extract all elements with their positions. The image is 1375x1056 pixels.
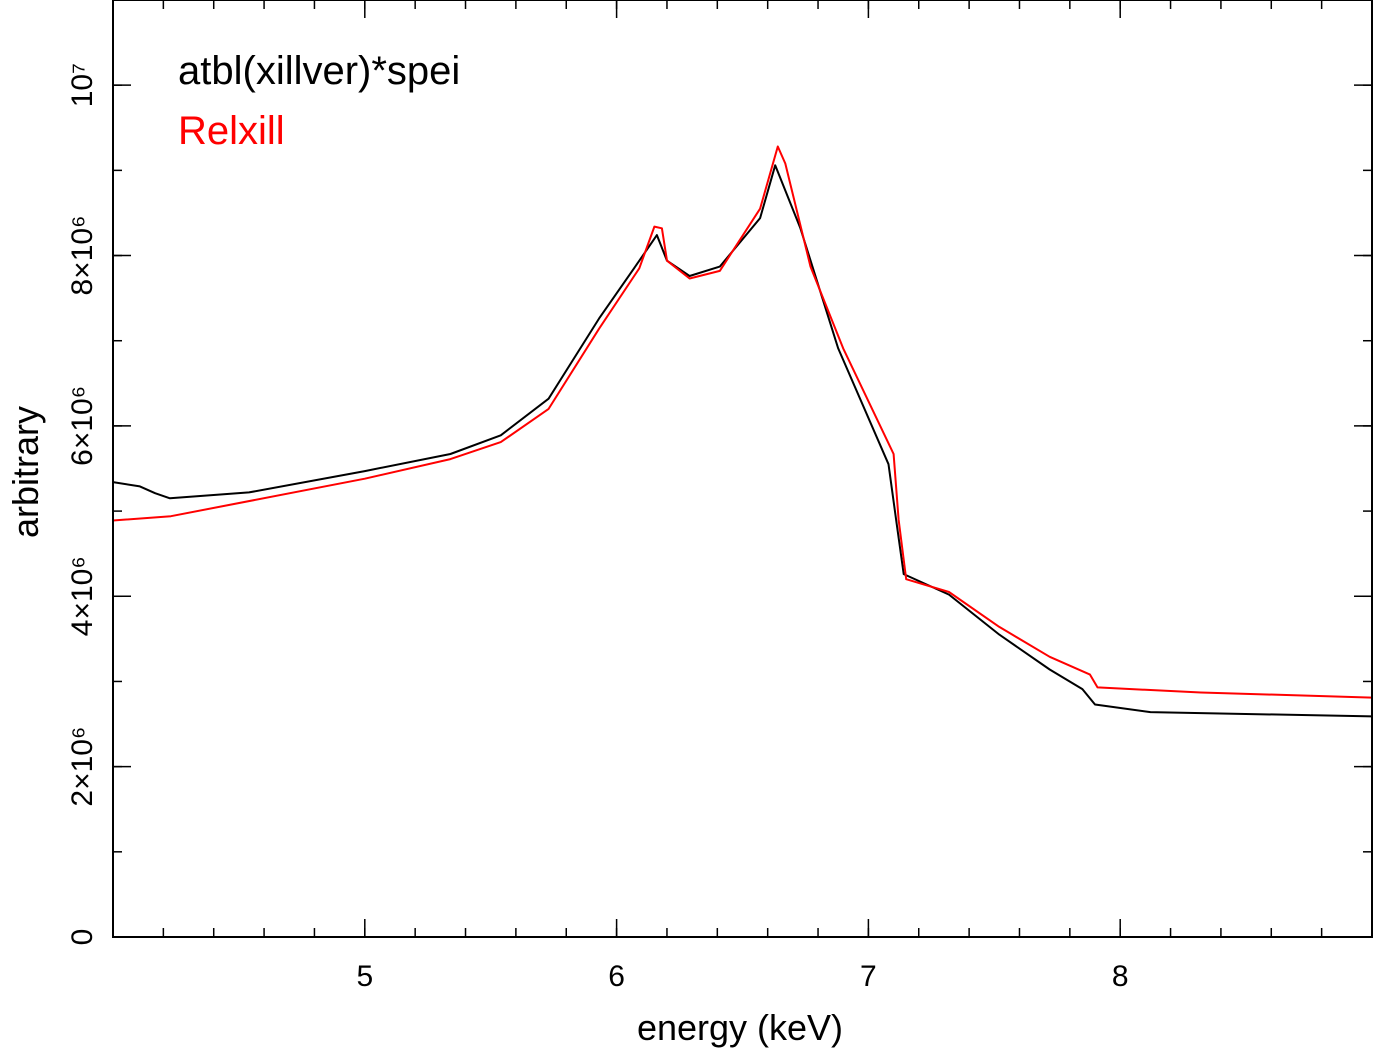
y-axis-label: arbitrary [5,406,46,538]
x-tick-label: 8 [1112,960,1129,993]
series-line-relxill [112,145,1373,699]
y-tick-label: 0 [66,929,99,946]
x-tick-label: 5 [356,960,373,993]
y-tick-label: 10⁷ [66,63,99,107]
legend-entry-red: Relxill [178,109,285,153]
x-axis-label: energy (keV) [637,1007,843,1048]
x-tick-label: 6 [608,960,625,993]
legend-entry-black: atbl(xillver)*spei [178,49,460,93]
x-tick-label: 7 [860,960,877,993]
series-lines [112,145,1373,718]
series-line-atbl-xillver-spei [112,164,1373,718]
y-tick-label: 4×10⁶ [66,556,99,636]
y-tick-label: 6×10⁶ [66,386,99,466]
plot-frame [112,0,1373,938]
y-tick-label: 2×10⁶ [66,727,99,807]
axes: 5 6 7 8 0 2×10⁶ 4×10⁶ 6×10⁶ 8×10⁶ 10⁷ [66,0,1373,993]
y-tick-label: 8×10⁶ [66,216,99,296]
